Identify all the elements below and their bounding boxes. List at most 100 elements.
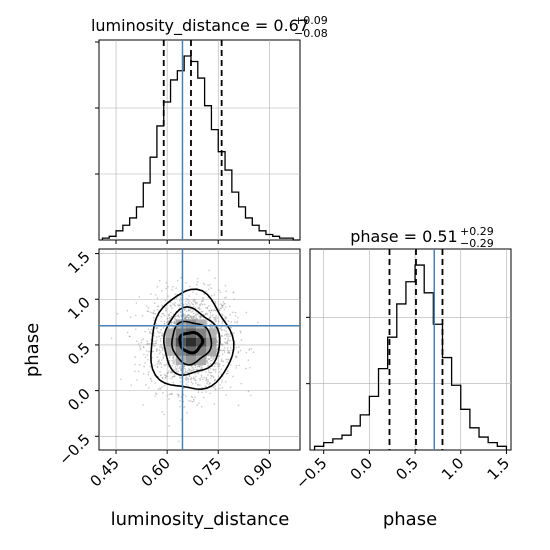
x-tick-label: 0.60 — [138, 454, 174, 490]
sample-point — [213, 365, 216, 368]
sample-point — [187, 385, 190, 387]
sample-point — [207, 305, 210, 307]
sample-point — [219, 384, 221, 386]
sample-point — [155, 336, 158, 338]
sample-point — [188, 285, 191, 288]
sample-point — [174, 369, 176, 371]
phase-title: phase = 0.51 — [350, 227, 457, 246]
sample-point — [166, 394, 169, 397]
sample-point — [142, 404, 144, 406]
sample-point — [157, 308, 159, 311]
sample-point — [149, 365, 151, 368]
sample-point — [212, 375, 214, 377]
sample-point — [166, 321, 168, 324]
sample-point — [160, 315, 163, 318]
sample-point — [195, 293, 198, 295]
sample-point — [180, 314, 182, 316]
sample-point — [211, 356, 213, 358]
sample-point — [188, 314, 190, 316]
contour-line — [150, 288, 235, 391]
sample-point — [165, 281, 168, 284]
sample-point — [159, 346, 161, 348]
sample-point — [218, 355, 221, 357]
sample-point — [180, 276, 182, 279]
sample-point — [160, 363, 162, 365]
sample-point — [240, 382, 243, 385]
sample-point — [148, 350, 150, 353]
sample-point — [142, 338, 145, 340]
sample-point — [249, 394, 252, 397]
sample-point — [158, 352, 161, 355]
sample-point — [214, 385, 217, 387]
sample-point — [154, 364, 156, 367]
sample-point — [158, 335, 161, 338]
sample-point — [230, 321, 233, 323]
sample-point — [159, 361, 162, 364]
sample-point — [152, 340, 155, 342]
sample-point — [220, 335, 223, 337]
sample-point — [232, 375, 234, 378]
contour-lines — [150, 288, 235, 391]
sample-point — [210, 323, 213, 325]
sample-point — [233, 298, 235, 301]
sample-point — [207, 373, 209, 376]
sample-point — [200, 376, 203, 378]
sample-point — [188, 300, 191, 302]
sample-point — [199, 304, 201, 306]
sample-point — [216, 332, 218, 335]
sample-point — [203, 293, 205, 295]
sample-point — [224, 306, 227, 308]
sample-point — [163, 373, 166, 376]
sample-point — [206, 381, 208, 383]
sample-point — [209, 326, 212, 329]
sample-point — [143, 353, 145, 356]
density-cell — [185, 355, 197, 366]
sample-point — [226, 332, 228, 335]
sample-point — [190, 301, 193, 304]
sample-point — [214, 355, 217, 358]
sample-point — [199, 315, 202, 318]
sample-point — [165, 375, 168, 377]
sample-point — [190, 316, 193, 319]
sample-point — [199, 379, 201, 381]
sample-point — [220, 343, 222, 345]
sample-point — [167, 365, 170, 368]
sample-point — [179, 300, 181, 302]
sample-point — [157, 388, 160, 391]
sample-point — [207, 284, 209, 287]
sample-point — [238, 346, 240, 348]
sample-point — [192, 398, 195, 401]
sample-point — [220, 329, 223, 331]
sample-point — [169, 393, 172, 396]
sample-point — [214, 317, 217, 319]
sample-point — [205, 306, 207, 309]
sample-point — [209, 367, 212, 370]
sample-point — [187, 367, 190, 370]
sample-point — [192, 306, 195, 308]
sample-point — [159, 337, 162, 340]
sample-point — [230, 346, 232, 349]
sample-point — [191, 383, 194, 385]
sample-point — [191, 317, 194, 320]
sample-point — [188, 375, 191, 378]
sample-point — [180, 396, 183, 398]
sample-point — [200, 374, 203, 377]
sample-point — [162, 377, 164, 379]
sample-point — [187, 371, 189, 374]
sample-point — [220, 349, 223, 352]
sample-point — [221, 304, 223, 307]
sample-point — [138, 296, 141, 298]
sample-point — [188, 370, 191, 372]
sample-point — [177, 370, 180, 373]
sample-point — [183, 365, 185, 368]
sample-point — [161, 332, 164, 335]
sample-point — [190, 308, 192, 310]
sample-point — [223, 308, 226, 311]
sample-point — [221, 313, 223, 316]
sample-point — [185, 316, 187, 318]
sample-point — [134, 328, 137, 331]
sample-point — [211, 314, 214, 316]
sample-point — [223, 351, 226, 353]
density-cell — [185, 319, 197, 329]
sample-point — [212, 376, 215, 379]
